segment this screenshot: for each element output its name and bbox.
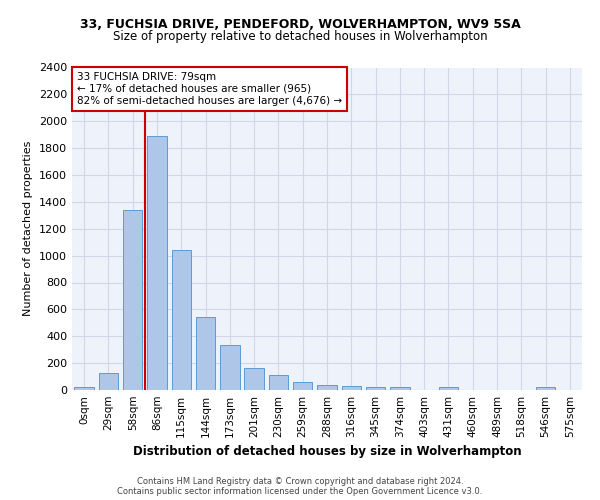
Y-axis label: Number of detached properties: Number of detached properties xyxy=(23,141,34,316)
Text: 33, FUCHSIA DRIVE, PENDEFORD, WOLVERHAMPTON, WV9 5SA: 33, FUCHSIA DRIVE, PENDEFORD, WOLVERHAMP… xyxy=(80,18,520,30)
Bar xyxy=(172,250,191,390)
Bar xyxy=(536,388,555,390)
Bar xyxy=(99,373,118,390)
Bar xyxy=(439,386,458,390)
Bar xyxy=(123,210,142,390)
Bar xyxy=(220,345,239,390)
Text: Contains HM Land Registry data © Crown copyright and database right 2024.: Contains HM Land Registry data © Crown c… xyxy=(137,477,463,486)
Bar xyxy=(366,386,385,390)
Bar xyxy=(74,388,94,390)
Bar xyxy=(147,136,167,390)
Bar xyxy=(244,368,264,390)
Text: Contains public sector information licensed under the Open Government Licence v3: Contains public sector information licen… xyxy=(118,487,482,496)
Text: 33 FUCHSIA DRIVE: 79sqm
← 17% of detached houses are smaller (965)
82% of semi-d: 33 FUCHSIA DRIVE: 79sqm ← 17% of detache… xyxy=(77,72,342,106)
Bar xyxy=(341,386,361,390)
Bar xyxy=(293,382,313,390)
X-axis label: Distribution of detached houses by size in Wolverhampton: Distribution of detached houses by size … xyxy=(133,446,521,458)
Bar xyxy=(317,384,337,390)
Bar xyxy=(196,318,215,390)
Text: Size of property relative to detached houses in Wolverhampton: Size of property relative to detached ho… xyxy=(113,30,487,43)
Bar xyxy=(390,388,410,390)
Bar xyxy=(269,375,288,390)
